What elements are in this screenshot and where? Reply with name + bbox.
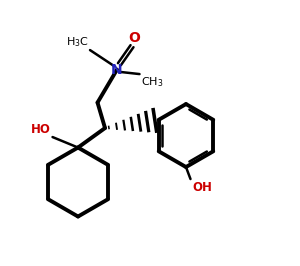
Text: O: O xyxy=(128,31,140,45)
Text: N: N xyxy=(111,63,123,77)
Text: CH$_3$: CH$_3$ xyxy=(141,76,164,89)
Text: H$_3$C: H$_3$C xyxy=(66,35,88,49)
Text: HO: HO xyxy=(31,123,51,136)
Text: OH: OH xyxy=(192,181,212,194)
